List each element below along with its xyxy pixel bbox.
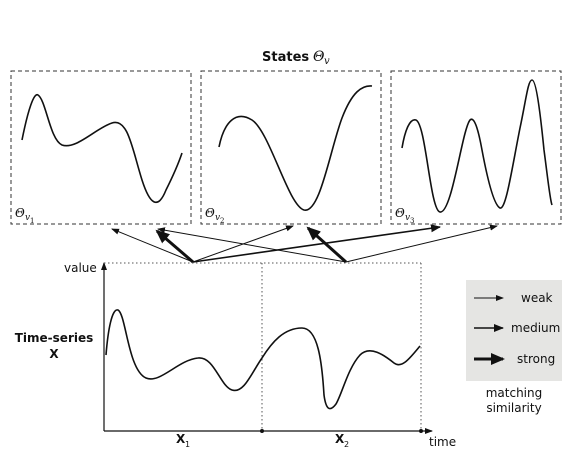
legend-medium-label: medium — [511, 321, 560, 335]
state-2-sub: v — [215, 213, 220, 223]
timeseries-label-line1: Time-series — [15, 331, 94, 345]
segment-label-x1: X 1 — [176, 432, 190, 449]
state-1-sub: v — [25, 213, 30, 223]
y-axis-label: value — [64, 261, 97, 275]
segment-end-tick — [419, 429, 423, 433]
states-title: States Θ v — [262, 49, 330, 67]
arrow-x2-state3-weak — [345, 224, 498, 263]
state-2-symbol: Θ — [205, 206, 215, 220]
state-1-symbol: Θ — [15, 206, 25, 220]
segment-x1-symbol: X — [176, 432, 186, 446]
state-curve-3 — [401, 79, 553, 213]
state-panel-3: Θ v 3 — [390, 70, 562, 225]
legend-weak-label: weak — [521, 291, 553, 305]
segment-label-x2: X 2 — [335, 432, 349, 449]
arrow-x1-state3-medium — [192, 224, 441, 263]
state-curve-2 — [218, 85, 373, 211]
timeseries-label-line2: X — [49, 347, 59, 361]
segment-divider-tick — [260, 429, 264, 433]
states-title-symbol: Θ — [313, 49, 325, 65]
legend: weak medium strong matching similarity — [466, 280, 562, 415]
matching-arrows — [111, 224, 498, 264]
segment-x2-sub: 2 — [344, 440, 349, 449]
state-panel-2: Θ v 2 — [200, 70, 382, 225]
legend-caption-line2: similarity — [486, 401, 541, 415]
state-panel-1: Θ v 1 — [10, 70, 192, 225]
legend-strong-label: strong — [517, 352, 555, 366]
legend-background — [466, 280, 562, 381]
timeseries-curve — [105, 309, 421, 410]
state-panel-3-frame — [390, 70, 562, 225]
state-panel-2-frame — [200, 70, 382, 225]
segment-x2-symbol: X — [335, 432, 345, 446]
state-panel-3-label: Θ v 3 — [395, 206, 414, 225]
state-panel-2-label: Θ v 2 — [205, 206, 224, 225]
arrow-x1-state1-weak — [111, 228, 194, 263]
state-panel-1-label: Θ v 1 — [15, 206, 34, 225]
x-axis-label: time — [429, 435, 456, 449]
state-2-subsub: 2 — [220, 217, 224, 225]
legend-caption-line1: matching — [486, 386, 543, 400]
state-panel-1-frame — [10, 70, 192, 225]
arrow-x1-state1-strong — [155, 229, 194, 264]
state-3-sub: v — [405, 213, 410, 223]
state-3-symbol: Θ — [395, 206, 405, 220]
arrow-x2-state1-weak — [157, 227, 347, 263]
segment-x1-sub: 1 — [185, 440, 190, 449]
state-3-subsub: 3 — [410, 217, 414, 225]
states-title-subscript: v — [324, 56, 330, 67]
timeseries-plot: value time Time-series X X 1 X 2 — [15, 261, 456, 449]
state-1-subsub: 1 — [30, 217, 34, 225]
arrow-x2-state2-strong — [306, 226, 348, 264]
states-title-text: States — [262, 50, 309, 65]
state-curve-1 — [21, 94, 183, 204]
